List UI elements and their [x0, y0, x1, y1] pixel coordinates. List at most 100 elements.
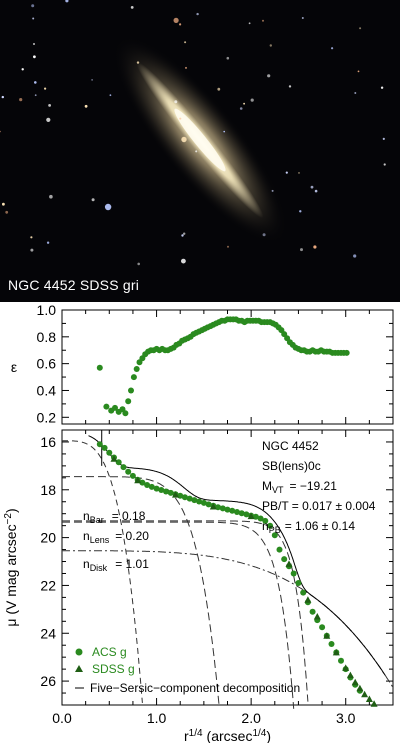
acs-point [101, 444, 108, 451]
background-star [46, 117, 51, 122]
acs-point [158, 487, 165, 493]
background-stars [0, 0, 386, 266]
sdss-point [323, 632, 331, 639]
background-star [285, 171, 288, 174]
background-star [21, 68, 24, 71]
acs-point [144, 482, 151, 488]
legend-label-decomp: Five−Sersic−component decomposition [90, 681, 300, 695]
background-star [196, 12, 199, 16]
ytick-label: 20 [40, 530, 56, 546]
annotation-object: NGC 4452 [262, 439, 319, 453]
ytick-label: 16 [40, 434, 56, 450]
background-star [357, 70, 360, 73]
xtick-label: 0.0 [52, 710, 72, 726]
background-star [174, 100, 178, 104]
background-star [267, 74, 271, 78]
background-star [353, 254, 357, 258]
background-star [91, 79, 93, 81]
acs-point [219, 505, 226, 512]
acs-point [196, 498, 203, 505]
background-star [136, 61, 140, 64]
sdss-point [370, 700, 378, 707]
ytick-label: 26 [40, 673, 56, 689]
background-star [301, 17, 304, 19]
sdss-point [209, 503, 217, 510]
xtick-label: 1.0 [147, 710, 167, 726]
ellipticity-series [96, 316, 350, 417]
xtick-label: 2.0 [241, 710, 261, 726]
sdss-point [332, 648, 340, 656]
background-star [310, 185, 314, 189]
annotation-magnitude: MVT = −19.21 [262, 479, 337, 495]
background-star [34, 81, 37, 84]
acs-point [186, 495, 193, 502]
background-star [49, 194, 53, 199]
acs-point [115, 459, 122, 466]
acs-point [300, 589, 307, 596]
background-star [1, 95, 4, 99]
acs-point [238, 510, 245, 517]
background-star [299, 210, 302, 213]
component-labels: nBar = 0.18 nLens = 0.20 nDisk = 1.01 [83, 509, 149, 573]
background-star [2, 202, 5, 206]
sdss-point [172, 491, 179, 498]
sersic-components [62, 430, 394, 709]
background-star [33, 43, 35, 45]
background-star [227, 245, 229, 248]
surface-brightness-yticks: 16 18 20 22 24 26 [40, 434, 393, 706]
background-star [250, 98, 254, 102]
sdss-point [304, 596, 312, 603]
background-star [383, 163, 386, 166]
background-star [44, 87, 47, 90]
sdss-point [313, 613, 321, 620]
background-star [243, 102, 246, 105]
ellipticity-point [103, 403, 110, 410]
sdss-point [351, 678, 359, 686]
legend: ACS g SDSS g Five−Sersic−component decom… [75, 645, 300, 695]
acs-point [309, 608, 316, 615]
sdss-point [365, 695, 373, 702]
acs-point [125, 468, 132, 475]
background-star [354, 92, 357, 94]
background-star [32, 17, 35, 20]
background-star [288, 85, 292, 88]
background-star [104, 203, 112, 211]
galaxy-image-art [0, 0, 400, 302]
background-star [0, 130, 1, 133]
ellipticity-point [125, 398, 132, 405]
sdss-point [356, 684, 364, 692]
background-star [262, 19, 264, 22]
background-star [271, 189, 274, 192]
acs-point [129, 472, 136, 479]
surface-brightness-xlabel: r1/4 (arcsec1/4) [184, 728, 271, 743]
sdss-point [342, 664, 350, 671]
sdss-point [134, 476, 142, 484]
ellipticity-point [128, 387, 134, 394]
background-star [359, 27, 362, 30]
background-star [248, 22, 251, 25]
background-star [179, 23, 182, 26]
ellipticity-xticks [61, 310, 394, 424]
surface-brightness-panel: 16 18 20 22 24 26 0.0 1.0 2.0 3.0 NGC 4452 SB(le… [3, 429, 394, 743]
image-caption: NGC 4452 SDSS gri [8, 277, 140, 293]
background-star [314, 189, 318, 193]
ellipticity-yticks: 0.2 0.4 0.6 0.8 1.0 [37, 302, 393, 425]
acs-point [252, 513, 259, 520]
ytick-label: 1.0 [37, 302, 57, 318]
acs-point [276, 546, 283, 553]
acs-point [167, 489, 174, 496]
background-star [5, 210, 9, 214]
background-star [183, 232, 186, 235]
profile-plots: 0.2 0.4 0.6 0.8 1.0 ε 16 18 20 22 24 26 0.0 1.0 2.0… [3, 302, 394, 743]
background-star [331, 47, 334, 50]
component-label-lens: nLens = 0.20 [83, 529, 149, 545]
background-star [84, 104, 88, 108]
acs-point [224, 506, 231, 513]
galaxy-annotations: NGC 4452 SB(lens)0c MVT = −19.21 PB/T = 0… [262, 439, 376, 535]
acs-point [281, 556, 288, 563]
acs-point [295, 580, 302, 586]
background-star [226, 56, 230, 60]
ellipticity-point [343, 349, 350, 356]
legend-marker-sdss [75, 665, 83, 672]
ytick-label: 0.2 [37, 409, 57, 425]
